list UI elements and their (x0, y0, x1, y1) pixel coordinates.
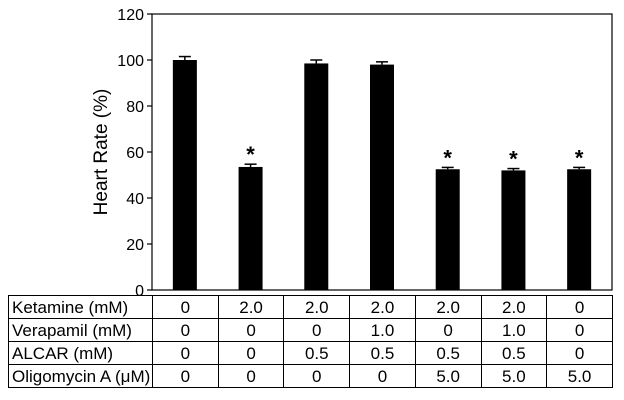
condition-value: 2.0 (349, 295, 416, 319)
condition-value: 0 (349, 364, 416, 388)
y-tick-label: 0 (135, 283, 144, 300)
condition-value: 5.0 (414, 364, 482, 388)
bar (501, 170, 526, 290)
condition-value: 0.5 (283, 341, 351, 365)
condition-value: 0 (152, 295, 219, 319)
condition-value: 1.0 (349, 318, 416, 342)
condition-value: 0 (283, 364, 351, 388)
condition-value: 2.0 (414, 295, 482, 319)
condition-value: 0 (152, 341, 219, 365)
condition-value: 0 (546, 341, 613, 365)
bars (172, 60, 592, 291)
significance-star: * (509, 147, 518, 172)
condition-value: 0.5 (349, 341, 416, 365)
condition-value: 0.5 (480, 341, 548, 365)
condition-value: 1.0 (480, 318, 548, 342)
y-axis: 0 20 40 60 80 100 120 (117, 7, 152, 300)
condition-value: 0 (152, 364, 219, 388)
bar (567, 169, 592, 290)
y-tick-label: 80 (126, 99, 144, 116)
y-tick-label: 20 (126, 237, 144, 254)
bar (304, 63, 329, 291)
condition-value: 0 (546, 318, 613, 342)
y-tick-label: 40 (126, 191, 144, 208)
bar (238, 166, 263, 290)
conditions-body: Ketamine (mM) 0 2.0 2.0 2.0 2.0 2.0 0 Verapamil … (8, 295, 613, 388)
condition-value: 0 (217, 318, 285, 342)
significance-star: * (443, 145, 452, 170)
significance-markers: * * * * (246, 142, 584, 171)
condition-value: 2.0 (480, 295, 548, 319)
y-tick-label: 120 (117, 7, 144, 24)
bar (172, 60, 197, 290)
condition-value: 0 (283, 318, 351, 342)
condition-row: ALCAR (mM) 0 0 0.5 0.5 0.5 0.5 0 (8, 341, 613, 365)
condition-value: 5.0 (480, 364, 548, 388)
significance-star: * (575, 145, 584, 170)
error-bars (178, 55, 586, 171)
condition-value: 0 (217, 341, 285, 365)
condition-value: 0 (546, 295, 613, 319)
chart-svg: 0 20 40 60 80 100 120 * * * * Heart Rate (%) (91, 7, 613, 300)
y-tick-label: 100 (117, 53, 144, 70)
condition-row: Oligomycin A (μM) 0 0 0 0 5.0 5.0 5.0 (8, 364, 613, 388)
condition-label: ALCAR (mM) (8, 341, 153, 365)
significance-star: * (246, 142, 255, 167)
condition-value: 0 (217, 364, 285, 388)
condition-value: 0 (414, 318, 482, 342)
condition-value: 0 (152, 318, 219, 342)
condition-value: 2.0 (217, 295, 285, 319)
condition-row: Verapamil (mM) 0 0 0 1.0 0 1.0 0 (8, 318, 613, 342)
y-tick-label: 60 (126, 145, 144, 162)
bar (435, 169, 460, 290)
condition-label: Oligomycin A (μM) (8, 364, 153, 388)
conditions-table: Ketamine (mM) 0 2.0 2.0 2.0 2.0 2.0 0 Verapamil … (8, 295, 613, 388)
condition-label: Verapamil (mM) (8, 318, 153, 342)
y-axis-label: Heart Rate (%) (91, 89, 112, 216)
condition-label: Ketamine (mM) (8, 295, 153, 319)
bar (370, 64, 394, 290)
condition-value: 5.0 (546, 364, 613, 388)
condition-row: Ketamine (mM) 0 2.0 2.0 2.0 2.0 2.0 0 (8, 295, 613, 319)
condition-value: 0.5 (414, 341, 482, 365)
condition-value: 2.0 (283, 295, 351, 319)
